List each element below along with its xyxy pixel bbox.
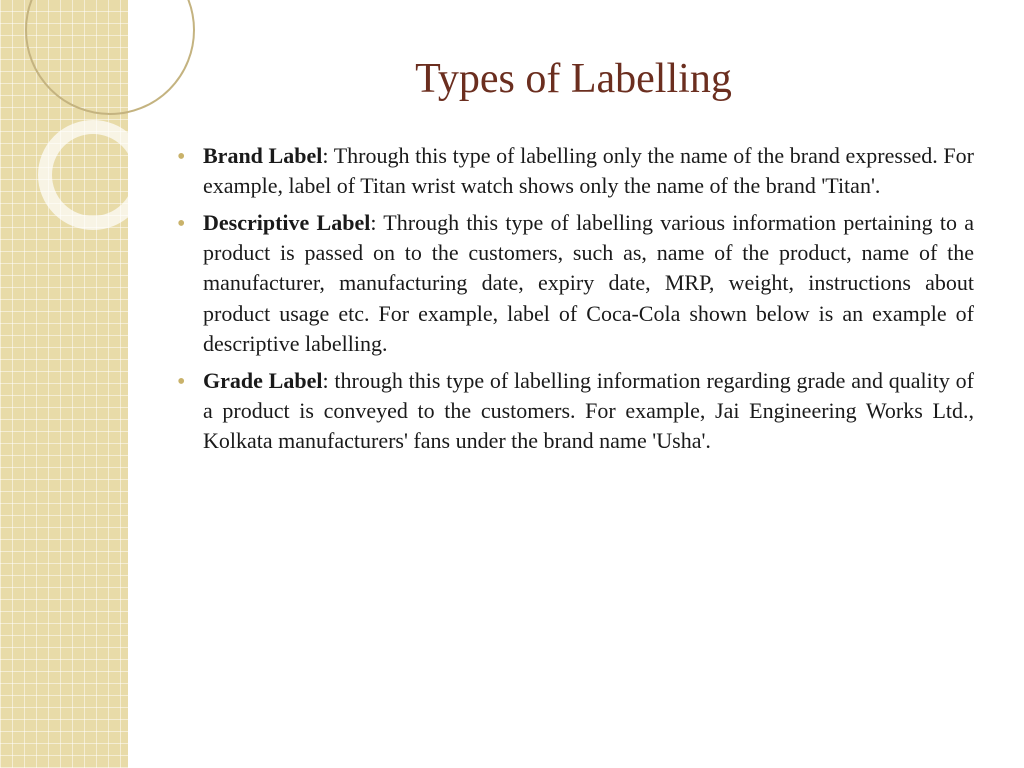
list-item: Brand Label: Through this type of labell… xyxy=(203,141,974,202)
slide-content: Types of Labelling Brand Label: Through … xyxy=(128,0,1024,768)
bullet-label: Brand Label xyxy=(203,143,322,168)
decorative-sidebar xyxy=(0,0,128,768)
list-item: Descriptive Label: Through this type of … xyxy=(203,208,974,360)
list-item: Grade Label: through this type of labell… xyxy=(203,366,974,457)
bullet-label: Descriptive Label xyxy=(203,210,370,235)
slide-title: Types of Labelling xyxy=(173,55,974,103)
bullet-list: Brand Label: Through this type of labell… xyxy=(173,141,974,457)
bullet-label: Grade Label xyxy=(203,368,322,393)
